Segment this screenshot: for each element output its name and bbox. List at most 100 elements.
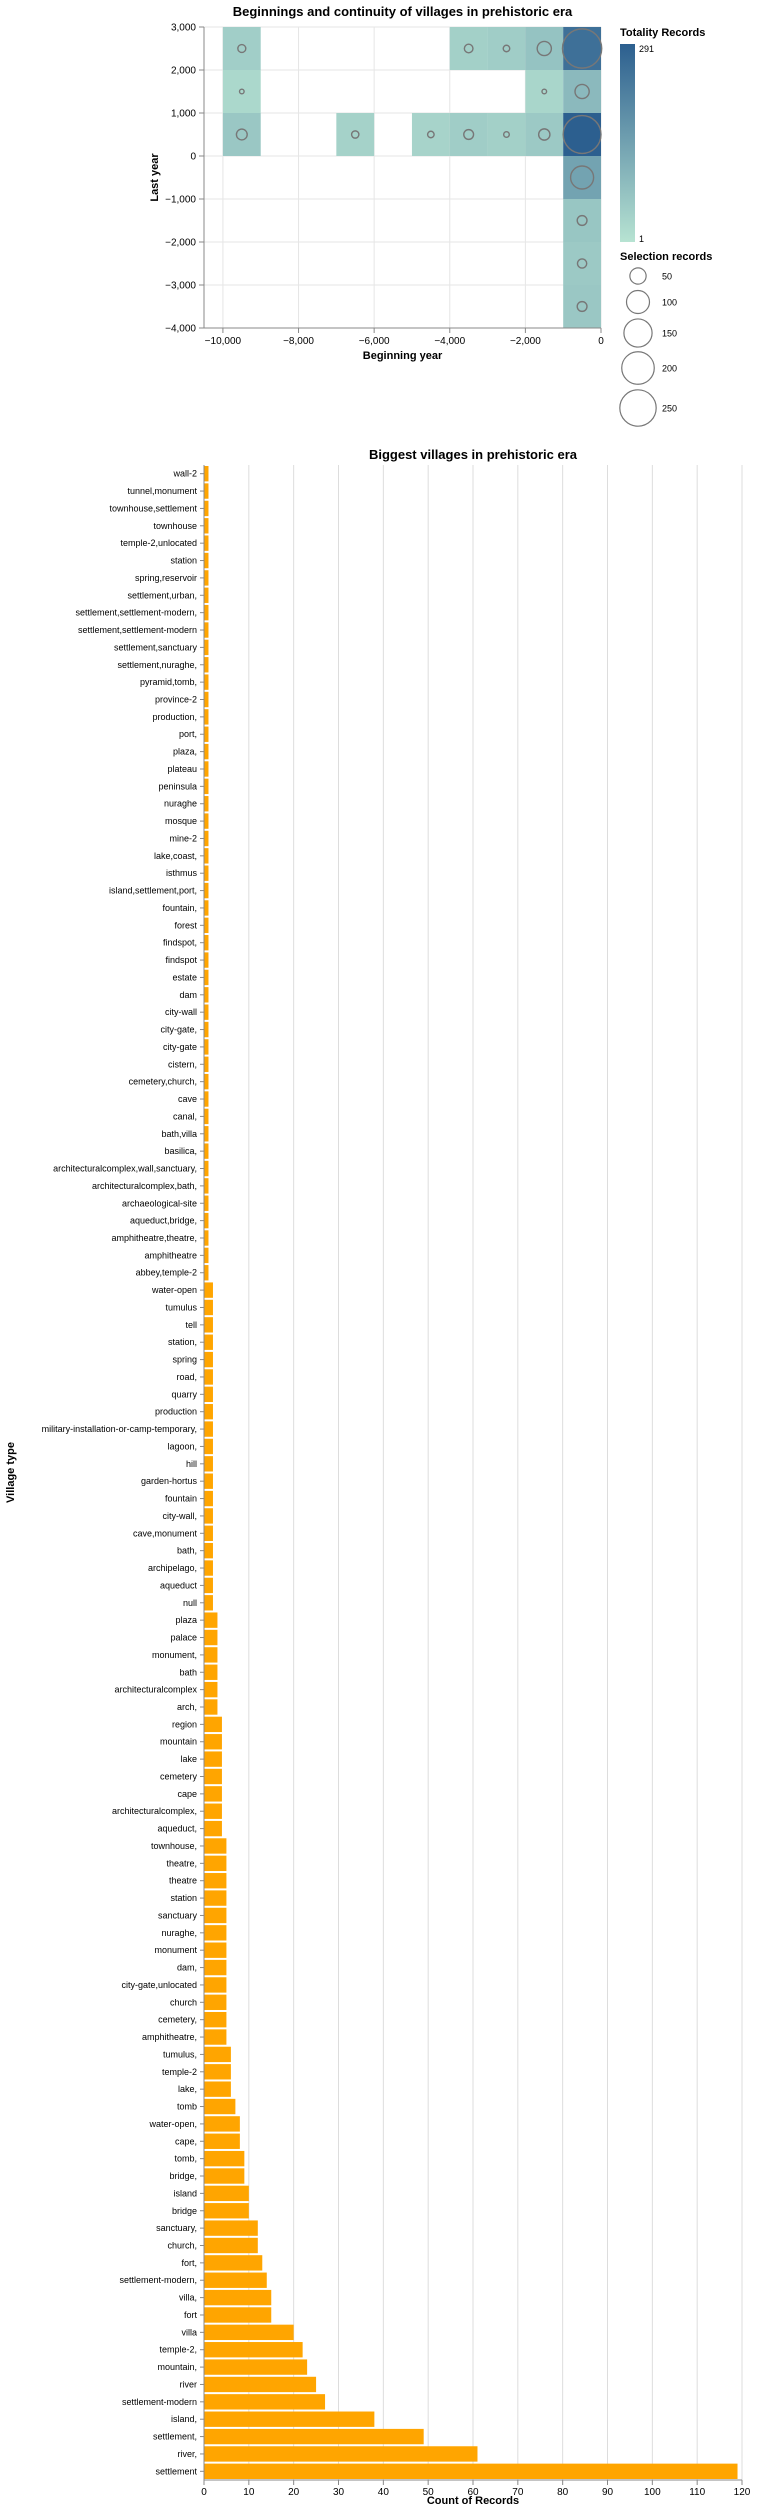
y-tick-label: lake,: [178, 2084, 197, 2094]
heatmap-cell: [563, 285, 601, 328]
chart-title: Beginnings and continuity of villages in…: [233, 4, 573, 19]
y-tick-label: spring,reservoir: [135, 573, 197, 583]
bar: [204, 1577, 213, 1594]
y-tick-label: garden-hortus: [141, 1476, 198, 1486]
y-tick-label: settlement-modern: [122, 2397, 197, 2407]
x-axis-title: Beginning year: [363, 350, 443, 362]
y-tick-label: cave,monument: [133, 1528, 198, 1538]
bar: [204, 2133, 240, 2149]
y-tick-label: estate: [172, 972, 197, 982]
y-tick-label: sanctuary,: [156, 2223, 197, 2233]
y-tick-label: forest: [174, 920, 197, 930]
y-tick-label: 0: [190, 152, 196, 163]
y-tick-label: settlement,settlement-modern: [78, 625, 197, 635]
bar: [204, 2185, 249, 2202]
heatmap-cell: [222, 27, 261, 70]
y-tick-label: cape,: [175, 2136, 197, 2146]
bar: [204, 1838, 227, 1854]
x-axis-title: Count of Records: [427, 2495, 519, 2504]
color-legend-max: 291: [639, 44, 654, 54]
bar: [204, 1612, 218, 1628]
y-tick-label: province-2: [155, 695, 197, 705]
y-tick-label: −3,000: [165, 281, 196, 292]
heatmap-cell: [336, 113, 375, 156]
bar: [204, 2376, 317, 2393]
heatmap-cell: [487, 27, 526, 70]
bar: [204, 1126, 209, 1142]
x-tick-label: 40: [378, 2487, 390, 2498]
y-tick-label: townhouse: [153, 521, 197, 531]
bar: [204, 1404, 213, 1420]
bar: [204, 1560, 213, 1576]
selection-circle: [238, 88, 245, 95]
x-tick-label: 90: [602, 2487, 614, 2498]
selection-circle: [569, 165, 595, 190]
y-tick-label: villa,: [179, 2293, 197, 2303]
bar: [204, 761, 209, 777]
bar: [204, 587, 209, 603]
bar: [204, 2411, 375, 2427]
bar: [204, 2307, 272, 2323]
bar: [204, 1386, 213, 1403]
bar: [204, 2359, 308, 2375]
bar: [204, 1890, 227, 1906]
bar: [204, 969, 209, 986]
y-tick-label: aqueduct: [160, 1580, 198, 1590]
bar: [204, 1178, 209, 1194]
y-tick-label: 2,000: [171, 66, 196, 77]
bar: [204, 570, 209, 586]
y-tick-label: lake,coast,: [154, 851, 197, 861]
bar: [204, 2203, 249, 2219]
bar: [204, 1073, 209, 1090]
selection-circle: [541, 88, 548, 95]
y-tick-label: abbey,temple-2: [136, 1268, 197, 1278]
y-tick-label: archipelago,: [148, 1563, 197, 1573]
bar: [204, 1508, 213, 1524]
y-tick-label: fort,: [181, 2258, 197, 2268]
y-tick-label: region: [172, 1719, 197, 1729]
x-tick-label: 110: [689, 2487, 705, 2498]
y-tick-label: production,: [152, 712, 197, 722]
x-tick-label: −4,000: [434, 336, 465, 347]
y-tick-label: river,: [177, 2449, 197, 2459]
bar: [204, 1942, 227, 1958]
y-tick-label: findspot,: [163, 938, 197, 948]
bar: [204, 2064, 231, 2080]
y-tick-label: nuraghe,: [161, 1928, 197, 1938]
y-tick-label: palace: [170, 1633, 197, 1643]
selection-circle: [536, 40, 553, 57]
bar: [204, 1542, 213, 1559]
bar: [204, 1873, 227, 1889]
size-legend-circle: [629, 267, 647, 285]
bar: [204, 1786, 222, 1802]
y-tick-label: theatre: [169, 1876, 197, 1886]
heatmap-cell: [525, 27, 564, 70]
bar: [204, 1855, 227, 1872]
bar: [204, 935, 209, 951]
bar: [204, 1091, 209, 1107]
y-tick-label: architecturalcomplex,wall,sanctuary,: [53, 1164, 197, 1174]
size-legend-label: 250: [662, 404, 677, 414]
bar: [204, 952, 209, 968]
bar: [204, 1421, 213, 1437]
y-tick-label: plateau: [167, 764, 197, 774]
bar: [204, 1664, 218, 1680]
y-tick-label: water-open: [151, 1285, 197, 1295]
y-tick-label: bath,villa: [161, 1129, 197, 1139]
bar: [204, 1334, 213, 1350]
heatmap-cell: [449, 113, 488, 156]
bar: [204, 848, 209, 864]
selection-circle: [502, 130, 510, 139]
bar: [204, 917, 209, 934]
size-legend-label: 100: [662, 298, 677, 308]
heatmap-cell: [411, 113, 450, 156]
y-tick-label: mountain: [160, 1737, 197, 1747]
bar: [204, 1212, 209, 1229]
y-tick-label: water-open,: [148, 2119, 197, 2129]
bar: [204, 639, 209, 656]
x-tick-label: 30: [333, 2487, 345, 2498]
y-tick-label: tomb: [177, 2102, 197, 2112]
y-tick-label: cemetery,church,: [129, 1077, 197, 1087]
y-tick-label: city-gate,unlocated: [121, 1980, 197, 1990]
bar: [204, 2342, 303, 2358]
